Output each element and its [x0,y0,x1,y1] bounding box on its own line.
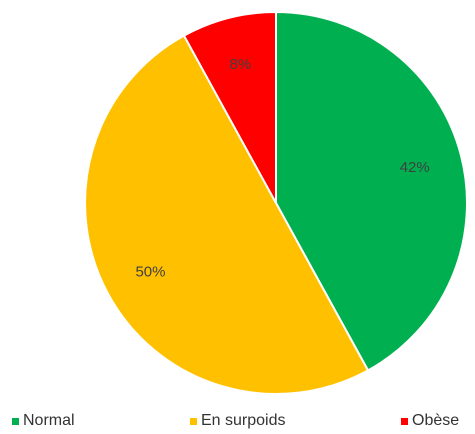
data-label-en-surpoids: 50% [135,264,165,281]
data-label-normal: 42% [400,159,430,176]
legend-swatch-obese [401,417,408,425]
pie-slices [84,10,468,395]
legend-item-normal: Normal [12,412,75,430]
legend-swatch-en-surpoids [190,417,197,425]
legend-label-obese: Obèse [412,412,460,429]
data-label-obese: 8% [230,56,252,73]
data-labels: 42% 50% 8% [135,56,429,281]
legend: Normal En surpoids Obèse [0,412,475,432]
legend-label-en-surpoids: En surpoids [201,412,286,429]
pie-slice-en-surpoids [84,34,370,395]
legend-item-obese: Obèse [401,412,459,430]
legend-swatch-normal [12,417,19,425]
pie-slice-normal [275,10,468,372]
pie-slice-obese [182,10,277,204]
legend-item-en-surpoids: En surpoids [190,412,286,430]
legend-label-normal: Normal [23,412,75,429]
